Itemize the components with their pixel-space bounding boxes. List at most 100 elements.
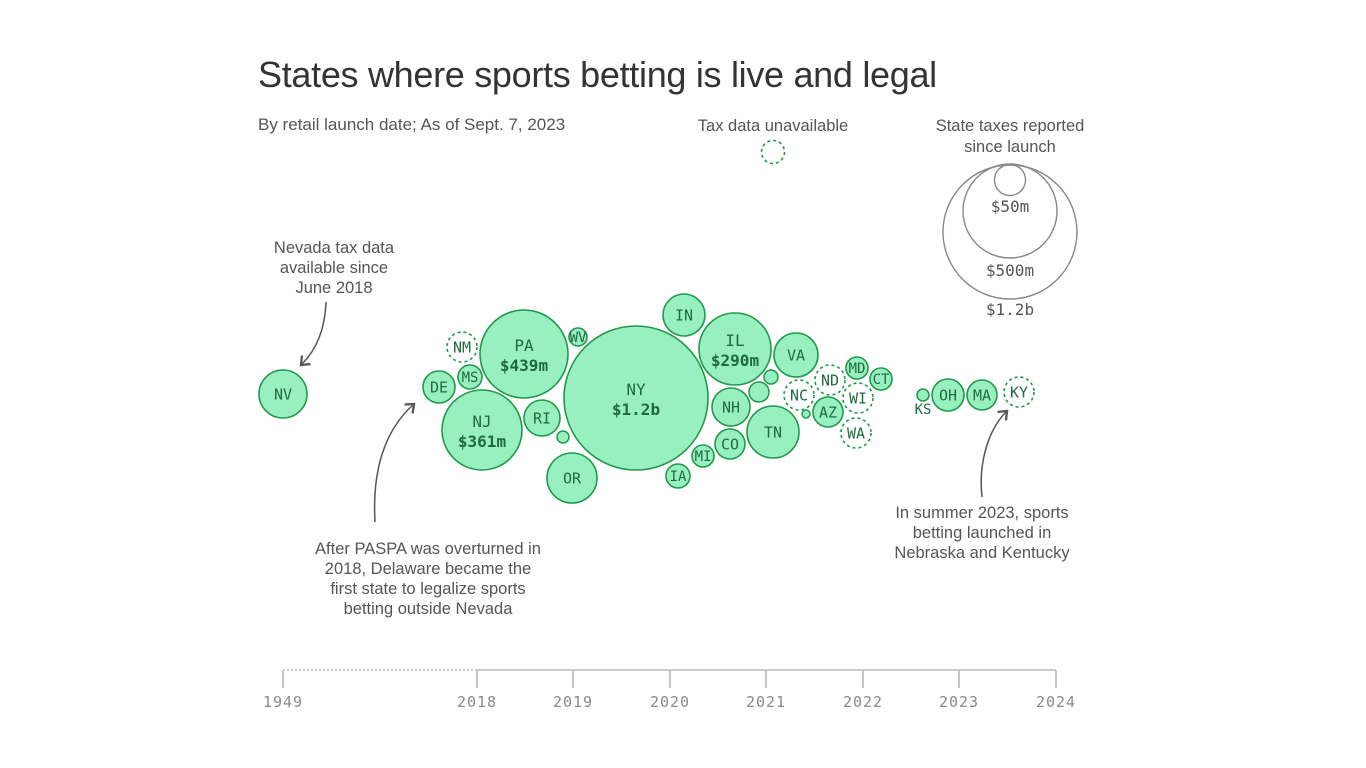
- annotation-paspa-line2: 2018, Delaware became the: [325, 560, 531, 578]
- bubble-nd: [814, 364, 846, 396]
- bubble-ms: [457, 364, 483, 390]
- annotation-paspa-line3: first state to legalize sports: [330, 580, 525, 598]
- annotation-nevada-line2: available since: [280, 259, 388, 277]
- size-legend-circle-small: [993, 163, 1027, 197]
- annotation-nevada-line3: June 2018: [295, 279, 372, 297]
- bubble-co: [714, 428, 746, 460]
- legend-size-title-line2: since launch: [964, 138, 1056, 156]
- bubble-value-ny: $1.2b: [612, 400, 660, 419]
- annotation-paspa-line4: betting outside Nevada: [344, 600, 514, 618]
- bubble-label-ks: KS: [915, 402, 932, 418]
- bubble-pa: [479, 309, 569, 399]
- annotation-paspa-line1: After PASPA was overturned in: [315, 540, 541, 558]
- legend-unavailable-swatch: [760, 139, 786, 165]
- bubble-label-in: IN: [675, 306, 693, 324]
- bubble-label-mi: MI: [695, 449, 712, 465]
- bubble-label-co: CO: [721, 435, 739, 453]
- bubble-unlabelled-1: [763, 369, 779, 385]
- bubble-label-nc: NC: [790, 386, 808, 404]
- size-legend: [942, 163, 1078, 300]
- legend-unavailable-label: Tax data unavailable: [698, 117, 848, 135]
- axis-tick-label-2019: 2019: [553, 693, 593, 711]
- bubble-value-pa: $439m: [500, 356, 549, 375]
- bubble-label-nd: ND: [821, 371, 839, 389]
- bubble-unlabelled-2: [556, 430, 570, 444]
- axis-tick-label-2024: 2024: [1036, 693, 1076, 711]
- bubble-label-nh: NH: [722, 398, 740, 416]
- bubble-label-ia: IA: [670, 469, 687, 485]
- bubble-label-de: DE: [430, 378, 448, 396]
- bubble-wa: [840, 417, 872, 449]
- bubble-label-ma: MA: [973, 386, 991, 404]
- bubble-il: [698, 312, 772, 386]
- axis-tick-label-1949: 1949: [263, 693, 303, 711]
- bubble-label-ny: NY: [626, 380, 646, 399]
- bubble-label-pa: PA: [514, 336, 534, 355]
- bubble-ri: [523, 399, 561, 437]
- bubble-label-ri: RI: [533, 409, 551, 427]
- bubble-label-nv: NV: [274, 385, 292, 403]
- bubble-ct: [869, 367, 893, 391]
- annotation-nevada-line1: Nevada tax data: [274, 239, 395, 257]
- bubble-label-wi: WI: [849, 389, 867, 407]
- bubble-nh: [711, 387, 751, 427]
- axis-tick-label-2020: 2020: [650, 693, 690, 711]
- bubble-label-nm: NM: [453, 338, 471, 356]
- bubble-wi: [842, 382, 874, 414]
- bubble-value-il: $290m: [711, 351, 760, 370]
- bubble-nc: [783, 379, 815, 411]
- bubble-nm: [446, 331, 478, 363]
- legend-size-title-line1: State taxes reported: [936, 117, 1085, 135]
- bubble-ks: [916, 388, 930, 402]
- bubble-label-md: MD: [849, 361, 866, 377]
- bubble-md: [845, 356, 869, 380]
- bubble-az: [812, 396, 844, 428]
- annotation-summer-line2: betting launched in: [913, 524, 1052, 542]
- chart-title: States where sports betting is live and …: [258, 54, 937, 95]
- bubble-nv: [258, 369, 308, 419]
- bubble-mi: [691, 444, 715, 468]
- annotation-summer-line1: In summer 2023, sports: [895, 504, 1068, 522]
- bubble-value-nj: $361m: [458, 432, 507, 451]
- bubble-label-ky: KY: [1010, 383, 1028, 401]
- bubble-label-il: IL: [725, 331, 744, 350]
- bubble-label-oh: OH: [939, 386, 957, 404]
- annotation-summer-arrow: [980, 409, 1009, 498]
- x-axis: 1949 2018 2019 2020 2021 2022 2023 2024: [263, 669, 1076, 711]
- bubble-label-nj: NJ: [472, 412, 491, 431]
- annotation-paspa-arrow: [373, 402, 416, 523]
- bubble-label-or: OR: [563, 469, 582, 487]
- annotation-nevada-arrow: [299, 301, 327, 367]
- bubble-label-ct: CT: [873, 372, 890, 388]
- bubble-or: [546, 452, 598, 504]
- bubble-in: [662, 293, 706, 337]
- bubble-label-wv: WV: [570, 330, 587, 346]
- axis-tick-label-2023: 2023: [939, 693, 979, 711]
- axis-tick-label-2018: 2018: [457, 693, 497, 711]
- bubble-label-va: VA: [787, 346, 805, 364]
- size-legend-label-large: $1.2b: [986, 300, 1034, 319]
- bubble-oh: [931, 378, 965, 412]
- bubble-unlabelled-0: [748, 381, 770, 403]
- bubble-nj: [441, 389, 523, 471]
- bubble-label-az: AZ: [819, 403, 837, 421]
- bubble-de: [422, 370, 456, 404]
- bubble-ma: [966, 379, 998, 411]
- bubble-label-wa: WA: [847, 424, 865, 442]
- size-legend-label-medium: $500m: [986, 261, 1034, 280]
- axis-tick-label-2022: 2022: [843, 693, 883, 711]
- bubble-label-tn: TN: [764, 423, 782, 441]
- bubble-ia: [665, 463, 691, 489]
- bubble-ky: [1003, 376, 1035, 408]
- bubble-tn: [746, 405, 800, 459]
- bubble-unlabelled-3: [801, 409, 811, 419]
- bubble-wv: [568, 327, 588, 347]
- annotation-summer-line3: Nebraska and Kentucky: [894, 544, 1070, 562]
- chart-subtitle: By retail launch date; As of Sept. 7, 20…: [258, 115, 566, 134]
- size-legend-label-small: $50m: [991, 197, 1030, 216]
- bubble-group: NV DENMMSNJ$361mPA$439mWVRIORNY$1.2bINIAM…: [258, 293, 1035, 504]
- bubble-ny: [563, 325, 709, 471]
- bubble-va: [773, 332, 819, 378]
- axis-tick-label-2021: 2021: [746, 693, 786, 711]
